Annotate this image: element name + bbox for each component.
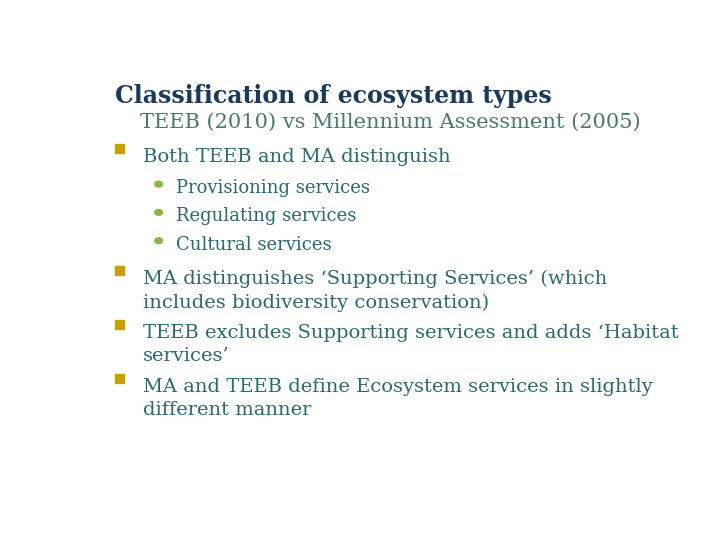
Circle shape: [155, 210, 163, 215]
Text: Classification of ecosystem types: Classification of ecosystem types: [115, 84, 552, 107]
Text: MA distinguishes ‘Supporting Services’ (which
includes biodiversity conservation: MA distinguishes ‘Supporting Services’ (…: [143, 270, 607, 312]
Text: Cultural services: Cultural services: [176, 235, 332, 254]
Text: Both TEEB and MA distinguish: Both TEEB and MA distinguish: [143, 148, 451, 166]
Text: MA and TEEB define Ecosystem services in slightly
different manner: MA and TEEB define Ecosystem services in…: [143, 379, 653, 419]
FancyBboxPatch shape: [115, 320, 124, 329]
Text: TEEB (2010) vs Millennium Assessment (2005): TEEB (2010) vs Millennium Assessment (20…: [140, 113, 641, 132]
FancyBboxPatch shape: [115, 144, 124, 153]
Text: Provisioning services: Provisioning services: [176, 179, 371, 197]
Text: Regulating services: Regulating services: [176, 207, 357, 225]
Circle shape: [155, 181, 163, 187]
FancyBboxPatch shape: [115, 374, 124, 383]
Text: TEEB excludes Supporting services and adds ‘Habitat
services’: TEEB excludes Supporting services and ad…: [143, 324, 679, 365]
Circle shape: [155, 238, 163, 244]
FancyBboxPatch shape: [115, 266, 124, 275]
